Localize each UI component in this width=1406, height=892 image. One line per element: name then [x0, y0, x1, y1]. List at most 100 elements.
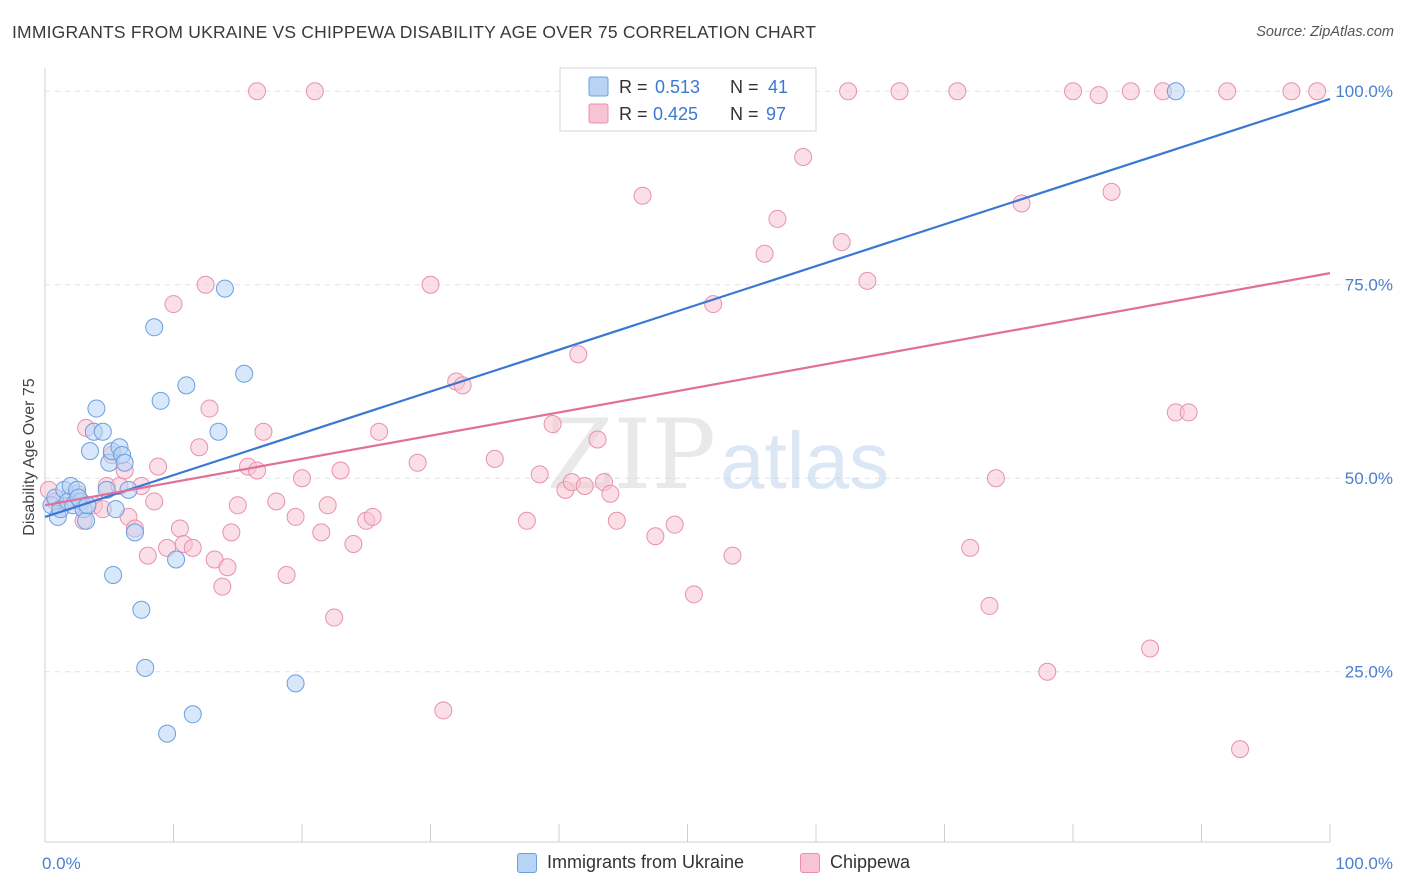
axes: 0.0% 100.0% [42, 68, 1393, 873]
data-point-chippewa [421, 275, 440, 294]
data-point-chippewa [1121, 82, 1140, 101]
data-point-chippewa [961, 538, 980, 557]
data-point-ukraine [77, 511, 96, 530]
legend-r-label: R = [619, 104, 648, 124]
data-point-ukraine [235, 364, 254, 383]
data-point-chippewa [277, 565, 296, 584]
y-tick-label: 100.0% [1335, 82, 1393, 101]
y-tick-label: 50.0% [1345, 469, 1393, 488]
watermark-zip: ZIP [547, 399, 716, 511]
data-point-ukraine [132, 600, 151, 619]
data-point-chippewa [248, 82, 267, 101]
legend-item-chippewa: Chippewa [800, 852, 910, 873]
gridlines: 25.0% 50.0% 75.0% 100.0% [45, 82, 1393, 682]
data-point-chippewa [601, 484, 620, 503]
data-point-chippewa [858, 271, 877, 290]
data-point-chippewa [485, 449, 504, 468]
data-point-chippewa [164, 295, 183, 314]
data-point-chippewa [286, 507, 305, 526]
legend-r-value: 0.513 [655, 77, 700, 97]
data-points [39, 82, 1327, 759]
data-point-chippewa [948, 82, 967, 101]
data-point-ukraine [93, 422, 112, 441]
data-point-chippewa [200, 399, 219, 418]
data-point-chippewa [755, 244, 774, 263]
chart-title: IMMIGRANTS FROM UKRAINE VS CHIPPEWA DISA… [12, 22, 817, 42]
trend-line-chippewa [44, 272, 1331, 507]
data-point-chippewa [170, 519, 189, 538]
data-point-ukraine [286, 674, 305, 693]
data-point-chippewa [190, 438, 209, 457]
data-point-chippewa [1282, 82, 1301, 101]
data-point-chippewa [149, 457, 168, 476]
data-point-ukraine [177, 376, 196, 395]
x-tick-label: 0.0% [42, 854, 81, 873]
data-point-chippewa [1038, 662, 1057, 681]
data-point-chippewa [312, 523, 331, 542]
data-point-chippewa [370, 422, 389, 441]
y-tick-label: 75.0% [1345, 276, 1393, 295]
data-point-ukraine [151, 391, 170, 410]
data-point-ukraine [215, 279, 234, 298]
trend-lines [44, 97, 1331, 518]
data-point-chippewa [1064, 82, 1082, 101]
legend-n-value: 41 [768, 77, 788, 97]
data-point-chippewa [1141, 639, 1160, 658]
data-point-chippewa [588, 430, 607, 449]
data-point-chippewa [222, 523, 241, 542]
data-point-chippewa [684, 585, 703, 604]
legend-label-chippewa: Chippewa [830, 852, 911, 872]
data-point-chippewa [832, 233, 851, 252]
legend-r-value: 0.425 [653, 104, 698, 124]
data-point-chippewa [248, 461, 267, 480]
data-point-chippewa [305, 82, 324, 101]
data-point-chippewa [318, 496, 337, 515]
data-point-chippewa [138, 546, 157, 565]
y-axis-label-group: Disability Age Over 75 [21, 378, 38, 536]
y-tick-label: 25.0% [1345, 663, 1393, 682]
data-point-chippewa [980, 596, 999, 615]
legend-label-ukraine: Immigrants from Ukraine [547, 852, 745, 872]
legend-swatch-chippewa [588, 103, 609, 124]
legend-r-label: R = [619, 77, 648, 97]
data-point-chippewa [331, 461, 350, 480]
legend-item-ukraine: Immigrants from Ukraine [517, 852, 744, 873]
data-point-ukraine [158, 724, 177, 743]
legend-swatch-chippewa [800, 852, 820, 873]
data-point-chippewa [196, 275, 215, 294]
data-point-chippewa [254, 422, 273, 441]
data-point-chippewa [633, 186, 652, 205]
trend-line-ukraine [44, 97, 1331, 518]
data-point-ukraine [115, 453, 134, 472]
data-point-chippewa [986, 469, 1005, 488]
data-point-ukraine [80, 442, 99, 461]
data-point-chippewa [543, 415, 562, 434]
data-point-chippewa [408, 453, 427, 472]
data-point-chippewa [228, 496, 247, 515]
data-point-ukraine [87, 399, 106, 418]
bottom-legend: Immigrants from Ukraine Chippewa [0, 852, 1406, 876]
data-point-ukraine [209, 422, 228, 441]
data-point-ukraine [1166, 82, 1185, 101]
legend-swatch-ukraine [588, 76, 609, 97]
data-point-chippewa [575, 476, 594, 495]
data-point-ukraine [106, 500, 125, 519]
data-point-ukraine [183, 705, 202, 724]
data-point-ukraine [104, 565, 123, 584]
data-point-chippewa [1308, 82, 1327, 101]
legend-swatch-ukraine [517, 852, 537, 873]
y-axis-label: Disability Age Over 75 [21, 378, 38, 536]
correlation-legend: R = 0.513 N = 41 R = 0.425 N = 97 [559, 67, 817, 132]
data-point-ukraine [136, 658, 155, 677]
data-point-chippewa [768, 209, 787, 228]
data-point-chippewa [267, 492, 286, 511]
legend-n-value: 97 [766, 104, 786, 124]
data-point-chippewa [293, 469, 311, 488]
data-point-chippewa [1089, 86, 1108, 105]
data-point-chippewa [665, 515, 684, 534]
data-point-chippewa [145, 492, 164, 511]
data-point-chippewa [1231, 740, 1250, 759]
data-point-chippewa [213, 577, 232, 596]
data-point-ukraine [167, 550, 186, 569]
